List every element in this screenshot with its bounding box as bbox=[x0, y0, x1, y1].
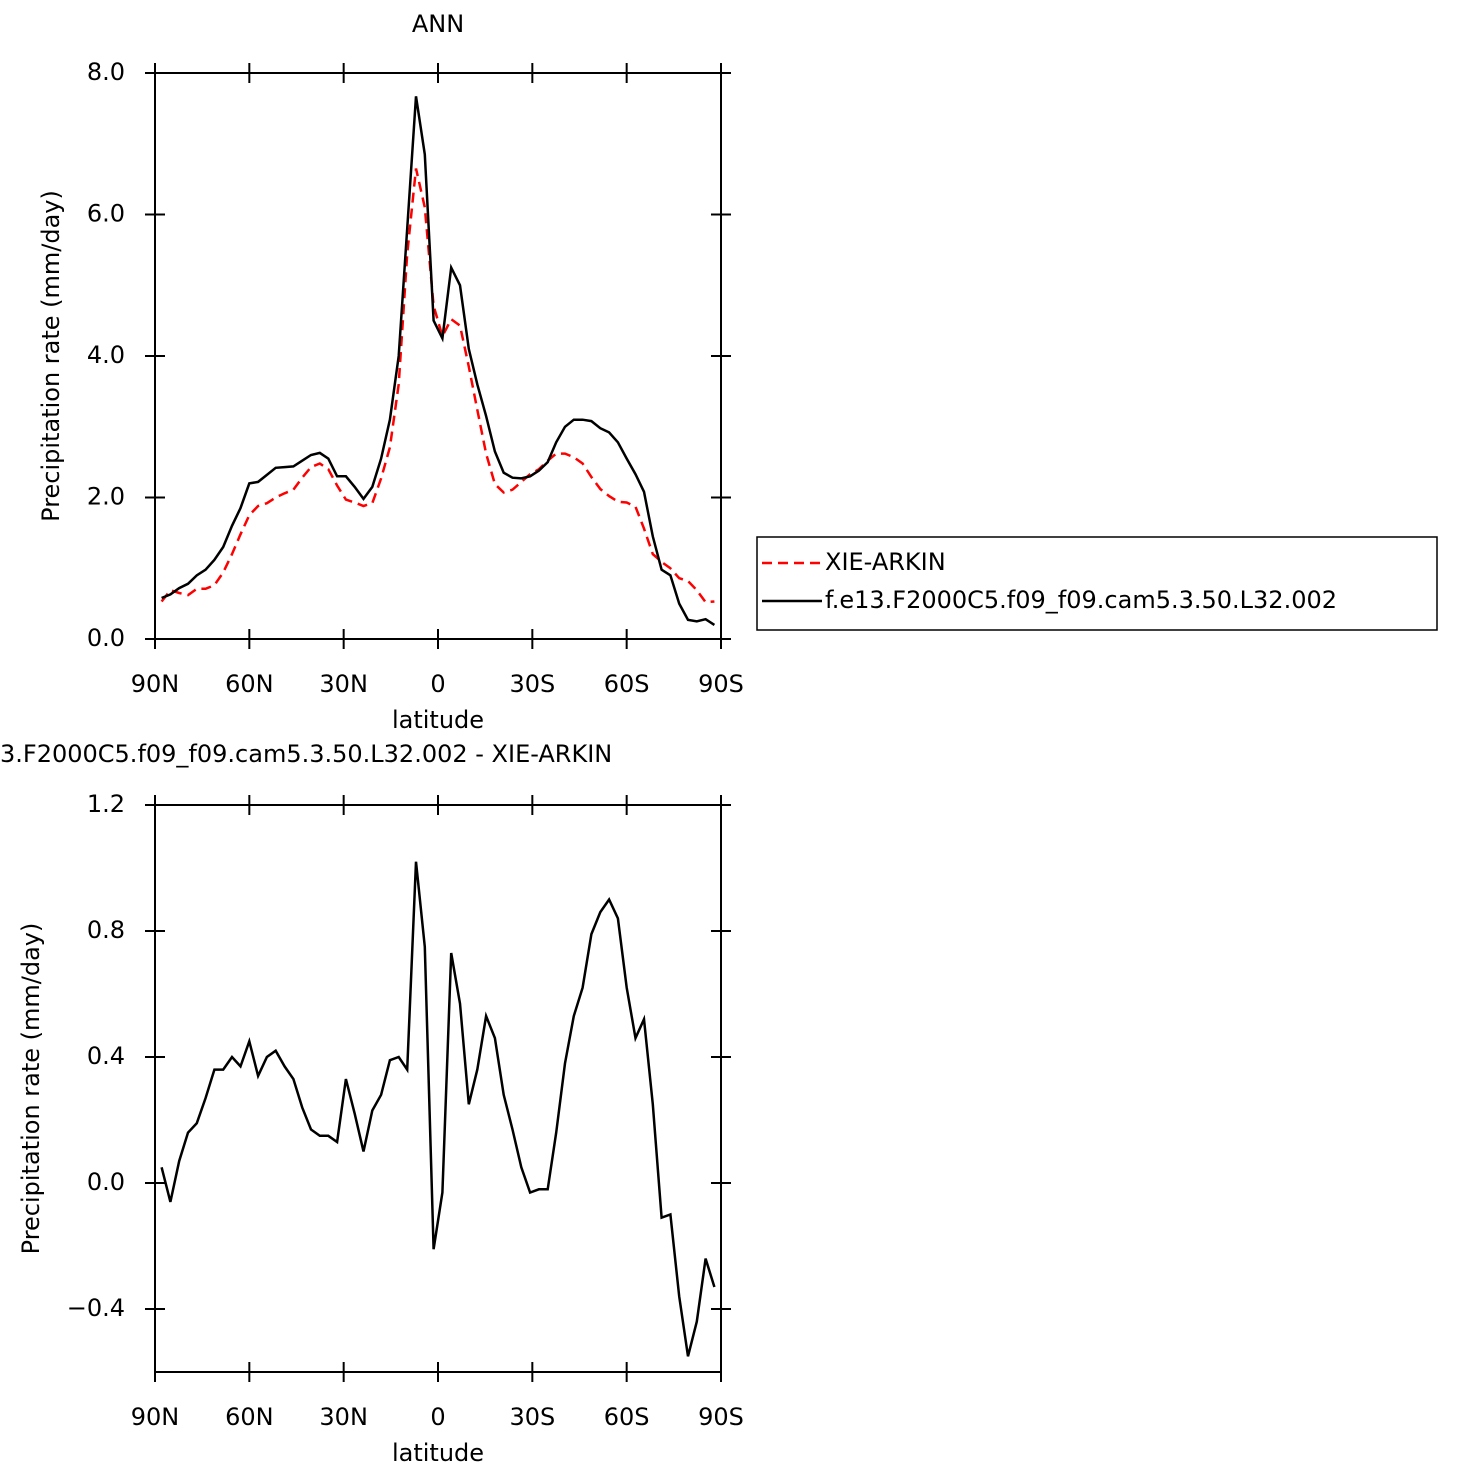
legend-box bbox=[756, 536, 1438, 631]
chart-title: ANN bbox=[412, 10, 464, 38]
plot-frame bbox=[154, 804, 722, 1373]
y-tick-label: 0.0 bbox=[87, 1168, 125, 1196]
y-tick-label: 0.4 bbox=[87, 1042, 125, 1070]
x-tick-label: 60S bbox=[604, 670, 650, 698]
y-tick-label: 8.0 bbox=[87, 58, 125, 86]
x-tick-label: 30S bbox=[509, 1403, 555, 1431]
x-tick-label: 0 bbox=[430, 1403, 445, 1431]
data-line bbox=[161, 96, 716, 626]
x-axis-label: latitude bbox=[392, 706, 484, 734]
x-tick-label: 30S bbox=[509, 670, 555, 698]
y-tick-label: −0.4 bbox=[67, 1294, 125, 1322]
x-tick-label: 60N bbox=[225, 670, 274, 698]
x-tick-label: 90S bbox=[698, 670, 744, 698]
x-tick-label: 90N bbox=[131, 670, 180, 698]
data-line bbox=[160, 168, 715, 604]
y-tick-label: 1.2 bbox=[87, 790, 125, 818]
legend-label: f.e13.F2000C5.f09_f09.cam5.3.50.L32.002 bbox=[825, 586, 1337, 614]
legend-label: XIE-ARKIN bbox=[825, 548, 946, 576]
x-tick-label: 30N bbox=[319, 1403, 368, 1431]
y-axis-label: Precipitation rate (mm/day) bbox=[37, 190, 65, 522]
data-line bbox=[160, 861, 716, 1357]
y-tick-label: 2.0 bbox=[87, 483, 125, 511]
y-axis-label: Precipitation rate (mm/day) bbox=[17, 923, 45, 1255]
y-tick-label: 0.8 bbox=[87, 916, 125, 944]
x-tick-label: 30N bbox=[319, 670, 368, 698]
x-axis-label: latitude bbox=[392, 1439, 484, 1467]
y-tick-label: 4.0 bbox=[87, 341, 125, 369]
x-tick-label: 90N bbox=[131, 1403, 180, 1431]
x-tick-label: 60N bbox=[225, 1403, 274, 1431]
y-tick-label: 6.0 bbox=[87, 200, 125, 228]
plot-frame bbox=[154, 72, 722, 640]
x-tick-label: 90S bbox=[698, 1403, 744, 1431]
x-tick-label: 0 bbox=[430, 670, 445, 698]
y-tick-label: 0.0 bbox=[87, 624, 125, 652]
chart-title: 3.F2000C5.f09_f09.cam5.3.50.L32.002 - XI… bbox=[0, 740, 612, 768]
x-tick-label: 60S bbox=[604, 1403, 650, 1431]
